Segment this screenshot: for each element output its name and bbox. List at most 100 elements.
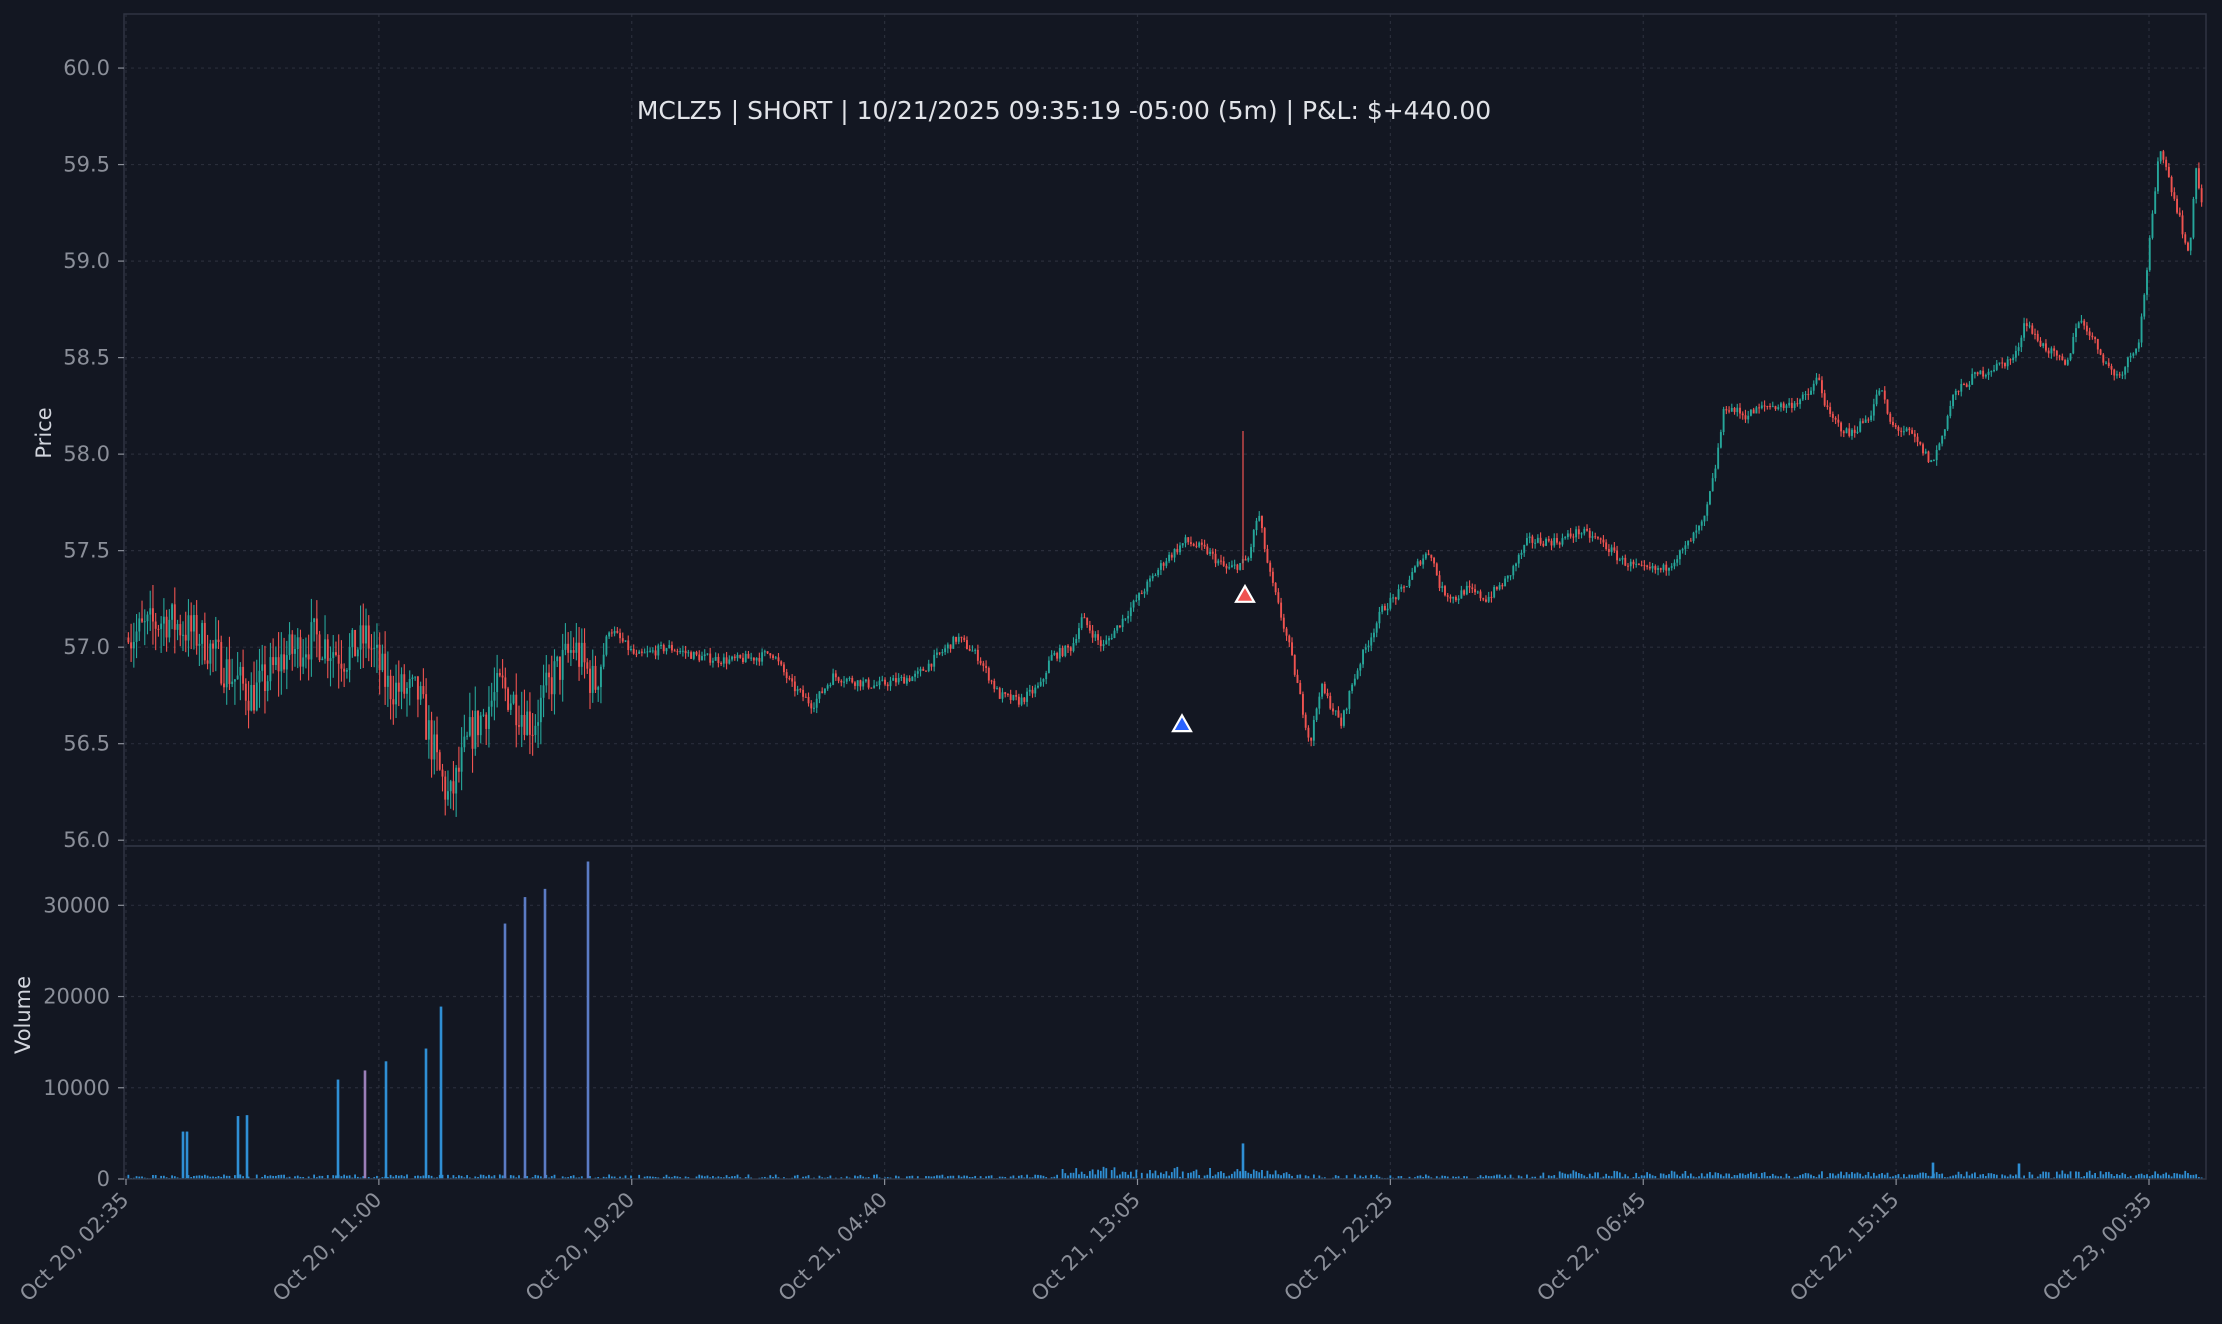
volume-bar [2105,1172,2107,1179]
price-candle-body [1159,563,1162,570]
price-candle-body [384,653,387,687]
price-candle-body [1291,642,1293,656]
volume-bar [1441,1175,1444,1179]
volume-bar [1586,1177,1588,1179]
price-candle-body [414,676,417,678]
price-candle-body [1525,538,1528,546]
price-candle-body [141,618,143,622]
volume-bar [1233,1171,1236,1179]
volume-bar [2055,1171,2058,1179]
volume-bar [1821,1171,1823,1179]
price-candle-body [769,653,772,656]
price-candle-body [283,654,286,670]
price-candle-body [2014,350,2017,358]
volume-bar [1897,1174,1900,1179]
price-tick-label: 56.0 [63,828,110,852]
price-candle-body [1755,407,1758,414]
price-candle-body [1446,595,1449,597]
price-candle-body [274,657,277,665]
price-candle-body [938,652,941,654]
price-candle-body [815,698,818,708]
price-candle-body [1580,533,1583,535]
volume-bar [1444,1175,1446,1179]
volume-bar [362,1176,365,1179]
volume-bar [1050,1177,1053,1179]
price-candle-body [1752,409,1755,414]
volume-bar [717,1176,720,1179]
price-candle-body [804,696,807,698]
volume-bar [1840,1171,1842,1179]
volume-bar [1883,1174,1886,1179]
volume-bar [654,1176,657,1179]
price-candle-body [1506,575,1509,579]
price-candle-body [1028,689,1031,692]
price-candle-body [1113,630,1116,638]
price-candle-body [1908,428,1911,431]
price-candle-body [1706,504,1709,516]
price-candle-body [881,679,884,681]
price-candle-body [2192,199,2195,238]
price-candle-body [1394,597,1397,600]
price-candle-body [299,637,302,667]
volume-bar [1654,1176,1657,1179]
price-candle-body [1206,546,1209,554]
volume-bar [2146,1174,2148,1179]
price-tick-label: 59.5 [63,153,110,177]
price-candle-body [1056,652,1059,659]
volume-bar [165,1177,168,1179]
price-candle-body [2197,168,2200,189]
volume-bar [1135,1169,1138,1179]
price-candle-body [1520,552,1523,555]
volume-bar [968,1177,971,1179]
price-candle-body [1274,582,1277,593]
volume-bar [406,1174,408,1179]
volume-bar [1198,1175,1201,1179]
volume-bar [1862,1176,1864,1179]
volume-bar [1892,1176,1894,1179]
price-candle-body [395,682,398,705]
price-candle-body [192,615,195,632]
price-candle-body [993,680,996,689]
price-candle-body [1102,644,1105,647]
price-candle-body [1168,554,1171,562]
volume-bar [1952,1175,1954,1179]
price-candle-body [1110,637,1113,639]
price-candle-body [1140,593,1143,595]
volume-bar [952,1175,955,1179]
price-candle-body [1075,638,1078,644]
volume-bar [1583,1175,1586,1179]
price-candle-body [1116,625,1119,631]
price-candle-body [1435,563,1438,576]
price-candle-body [1815,377,1818,384]
price-candle-body [1250,547,1253,558]
price-candle-body [1198,542,1201,547]
price-candle-body [1979,370,1982,375]
volume-bar [1162,1173,1165,1179]
volume-bar [2135,1175,2137,1179]
price-candle-body [1364,647,1367,650]
price-candle-body [463,736,466,748]
price-candle-body [1342,710,1345,726]
price-candle-body [747,653,750,659]
price-candle-body [1127,616,1130,619]
volume-bar [1037,1174,1039,1179]
price-candle-body [1971,373,1974,385]
volume-bar [1577,1173,1580,1179]
volume-bar [1124,1171,1127,1179]
volume-bar [867,1177,870,1179]
volume-bar [477,1177,479,1179]
price-candle-body [351,629,354,648]
price-candle-body [974,649,977,651]
price-candle-body [2143,294,2146,317]
price-candle-body [1064,645,1067,656]
volume-bar [821,1177,824,1179]
volume-bar [417,1175,419,1179]
volume-bar [269,1175,272,1179]
price-candle-body [1077,628,1080,639]
price-candle-body [1826,405,1829,407]
volume-bar [1498,1174,1501,1179]
price-candle-body [1386,608,1389,611]
price-candle-body [1982,370,1985,377]
volume-bar [1796,1176,1799,1179]
price-candle-body [561,649,564,680]
